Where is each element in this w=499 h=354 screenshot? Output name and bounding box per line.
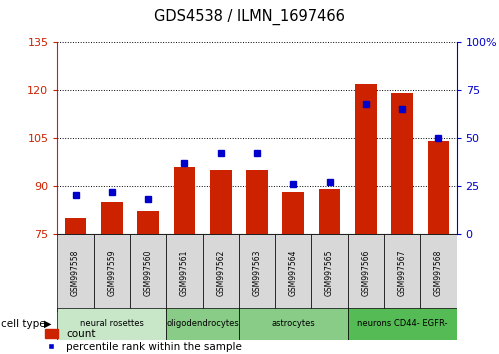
Bar <box>137 211 159 234</box>
Bar <box>65 218 86 234</box>
Legend: count, percentile rank within the sample: count, percentile rank within the sample <box>45 329 242 352</box>
Bar <box>57 308 166 340</box>
Bar <box>384 234 420 312</box>
Bar <box>203 234 239 312</box>
Text: neurons CD44- EGFR-: neurons CD44- EGFR- <box>357 319 448 329</box>
Text: cell type: cell type <box>1 319 45 329</box>
Bar <box>246 170 268 234</box>
Text: GDS4538 / ILMN_1697466: GDS4538 / ILMN_1697466 <box>154 9 345 25</box>
Bar <box>166 308 239 340</box>
Bar <box>282 192 304 234</box>
Text: GSM997559: GSM997559 <box>107 249 116 296</box>
Bar <box>210 170 232 234</box>
Bar <box>275 234 311 312</box>
Bar <box>428 141 449 234</box>
Text: GSM997566: GSM997566 <box>361 249 370 296</box>
Bar <box>311 234 348 312</box>
Bar <box>391 93 413 234</box>
Text: GSM997567: GSM997567 <box>398 249 407 296</box>
Bar <box>420 234 457 312</box>
Bar <box>348 308 457 340</box>
Text: GSM997560: GSM997560 <box>144 249 153 296</box>
Bar <box>130 234 166 312</box>
Text: GSM997562: GSM997562 <box>216 249 225 296</box>
Bar <box>101 202 123 234</box>
Bar <box>355 84 377 234</box>
Text: astrocytes: astrocytes <box>271 319 315 329</box>
Bar <box>174 167 195 234</box>
Bar <box>348 234 384 312</box>
Bar <box>239 234 275 312</box>
Bar <box>57 234 94 312</box>
Text: GSM997565: GSM997565 <box>325 249 334 296</box>
Text: GSM997558: GSM997558 <box>71 249 80 296</box>
Bar <box>94 234 130 312</box>
Text: GSM997568: GSM997568 <box>434 249 443 296</box>
Text: ▶: ▶ <box>43 319 51 329</box>
Text: oligodendrocytes: oligodendrocytes <box>166 319 239 329</box>
Bar <box>166 234 203 312</box>
Bar <box>319 189 340 234</box>
Text: GSM997561: GSM997561 <box>180 249 189 296</box>
Text: neural rosettes: neural rosettes <box>80 319 144 329</box>
Text: GSM997564: GSM997564 <box>289 249 298 296</box>
Text: GSM997563: GSM997563 <box>252 249 261 296</box>
Bar <box>239 308 348 340</box>
